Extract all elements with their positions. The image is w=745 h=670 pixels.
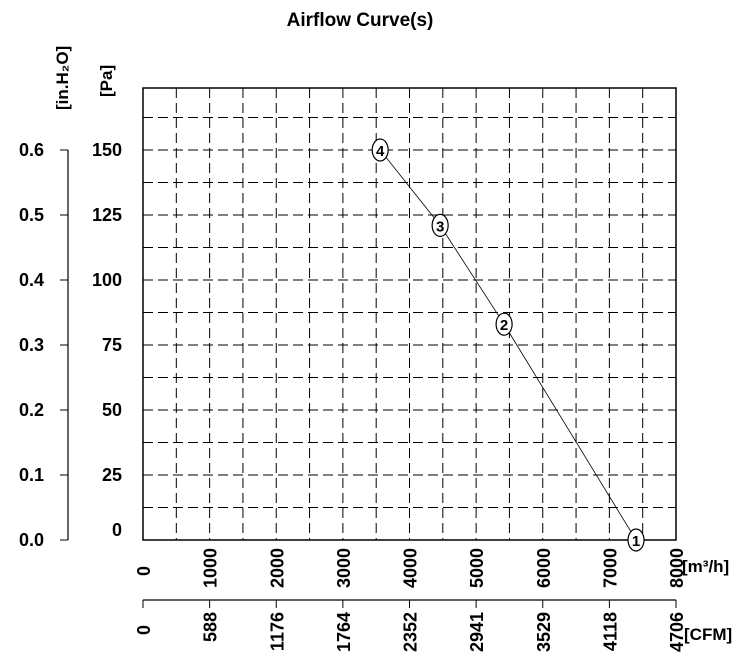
- curve-point-marker: [371, 138, 389, 162]
- x-tick-label-m3h: 3000: [334, 548, 354, 588]
- y-label-inh2o: [in.H₂O]: [53, 46, 72, 110]
- x-tick-label-cfm: 2352: [401, 612, 421, 652]
- curve-point-label: 4: [376, 143, 385, 160]
- x-tick-label-cfm: 0: [134, 625, 154, 635]
- chart-title: Airflow Curve(s): [287, 10, 434, 31]
- y-tick-label-pa: 150: [92, 140, 122, 160]
- x-tick-label-m3h: 2000: [267, 548, 287, 588]
- y-tick-label-inh2o: 0.4: [19, 270, 44, 290]
- y-tick-label-pa: 75: [102, 335, 122, 355]
- y-tick-label-inh2o: 0.6: [19, 140, 44, 160]
- plot-frame: [142, 87, 677, 541]
- x-tick-label-m3h: 7000: [600, 548, 620, 588]
- x-tick-label-cfm: 4118: [600, 612, 620, 651]
- y-tick-label-inh2o: 0.3: [19, 335, 44, 355]
- x-tick-label-m3h: 5000: [467, 548, 487, 588]
- x-tick-label-cfm: 2941: [467, 612, 487, 652]
- y-tick-label-pa: 100: [92, 270, 122, 290]
- curve-point-label: 1: [632, 533, 640, 550]
- y-tick-label-pa: 125: [92, 205, 122, 225]
- y-tick-label-inh2o: 0.0: [19, 530, 44, 550]
- x-tick-label-m3h: 1000: [201, 548, 221, 588]
- y-tick-label-pa: 25: [102, 465, 122, 485]
- x-tick-label-cfm: 588: [201, 612, 221, 642]
- y-tick-label-inh2o: 0.5: [19, 205, 44, 225]
- y-label-pa: [Pa]: [97, 65, 116, 97]
- curve-point-marker: [495, 312, 513, 336]
- curve-point-label: 2: [500, 317, 508, 334]
- x-tick-label-cfm: 4706: [667, 612, 687, 652]
- y-tick-label-pa: 50: [102, 400, 122, 420]
- y-tick-label-inh2o: 0.1: [19, 465, 44, 485]
- y-tick-label-inh2o: 0.2: [19, 400, 44, 420]
- x-tick-label-cfm: 3529: [534, 612, 554, 652]
- curve-point-label: 3: [436, 218, 444, 235]
- x-label-m3h: [m³/h]: [682, 557, 729, 576]
- x-tick-label-m3h: 4000: [401, 548, 421, 588]
- y-tick-label-pa: 0: [112, 520, 122, 540]
- x-tick-label-cfm: 1176: [267, 612, 287, 651]
- curve-point-marker: [627, 528, 645, 552]
- curve-point-marker: [431, 213, 449, 237]
- x-tick-label-m3h: 6000: [534, 548, 554, 588]
- x-tick-label-m3h: 8000: [667, 548, 687, 588]
- x-tick-label-cfm: 1764: [334, 612, 354, 652]
- x-tick-label-m3h: 0: [134, 566, 154, 576]
- airflow-curve-line: [379, 149, 637, 541]
- x-label-cfm: [CFM]: [684, 625, 732, 644]
